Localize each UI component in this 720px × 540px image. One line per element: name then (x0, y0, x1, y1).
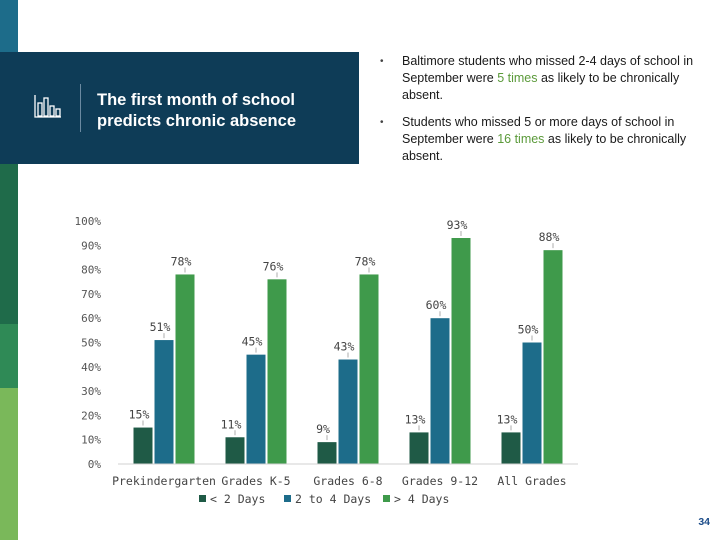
accent-strip-1 (0, 0, 18, 52)
data-label: 76% (263, 259, 284, 273)
data-label: 88% (539, 230, 560, 244)
bar (409, 432, 429, 464)
legend-swatch (199, 495, 206, 502)
bullet-text-pre: Students who missed 5 or more days of sc… (402, 115, 675, 146)
accent-strip-5 (0, 388, 18, 540)
bar (501, 432, 521, 464)
y-tick-label: 90% (81, 239, 101, 252)
legend-label: 2 to 4 Days (295, 492, 371, 506)
bar (543, 250, 563, 464)
data-label: 93% (447, 218, 468, 232)
data-label: 78% (171, 254, 192, 268)
bullet-dot: • (380, 117, 384, 128)
data-label: 15% (129, 408, 150, 422)
x-tick-label: Prekindergarten (112, 474, 216, 488)
bar (359, 274, 379, 464)
y-tick-label: 100% (75, 215, 102, 228)
bullet-highlight: 5 times (497, 71, 538, 85)
legend-label: < 2 Days (210, 492, 265, 506)
bar (175, 274, 195, 464)
y-tick-label: 30% (81, 385, 101, 398)
bullet-text-post: as likely to be chronically absent. (402, 132, 687, 163)
title-panel: The first month of school predicts chron… (18, 52, 359, 164)
bullet-dot: • (380, 56, 384, 67)
data-label: 13% (497, 412, 518, 426)
data-label: 50% (518, 323, 539, 337)
data-label: 51% (150, 320, 171, 334)
y-tick-label: 60% (81, 312, 101, 325)
x-tick-label: Grades 9-12 (402, 474, 478, 488)
bar (430, 318, 450, 464)
title-divider (80, 84, 81, 132)
bar (451, 238, 471, 464)
legend-swatch (383, 495, 390, 502)
bar (317, 442, 337, 464)
x-tick-label: Grades 6-8 (313, 474, 382, 488)
bar (225, 437, 245, 464)
title-line-1: The first month of school (97, 91, 295, 109)
bar (267, 279, 287, 464)
title-line-2: predicts chronic absence (97, 112, 296, 130)
bar (133, 427, 153, 464)
y-tick-label: 40% (81, 361, 101, 374)
bullet-item-1: • Baltimore students who missed 2-4 days… (380, 53, 710, 104)
bullet-text-pre: Baltimore students who missed 2-4 days o… (402, 54, 694, 85)
data-label: 43% (334, 340, 355, 354)
data-label: 78% (355, 254, 376, 268)
data-label: 9% (316, 422, 330, 436)
y-tick-label: 70% (81, 288, 101, 301)
accent-strip-3 (0, 164, 18, 324)
y-tick-label: 80% (81, 264, 101, 277)
data-label: 60% (426, 298, 447, 312)
bar (522, 342, 542, 464)
page-title: The first month of school predicts chron… (97, 90, 347, 132)
bar (338, 359, 358, 464)
y-tick-label: 20% (81, 409, 101, 422)
bullet-text-post: as likely to be chronically absent. (402, 71, 680, 102)
x-tick-label: Grades K-5 (221, 474, 290, 488)
data-label: 11% (221, 417, 242, 431)
y-tick-label: 0% (88, 458, 102, 471)
x-tick-label: All Grades (497, 474, 566, 488)
legend-label: > 4 Days (394, 492, 449, 506)
bullet-item-2: • Students who missed 5 or more days of … (380, 114, 710, 165)
bullet-highlight: 16 times (497, 132, 545, 146)
bar (154, 340, 174, 464)
bullet-list: • Baltimore students who missed 2-4 days… (380, 53, 710, 175)
accent-strip-2 (0, 52, 18, 164)
bar (246, 354, 266, 464)
data-label: 45% (242, 335, 263, 349)
data-label: 13% (405, 412, 426, 426)
accent-strip-4 (0, 324, 18, 388)
page-number: 34 (698, 516, 710, 528)
bar-chart-icon (34, 95, 61, 118)
legend-swatch (284, 495, 291, 502)
y-tick-label: 10% (81, 434, 101, 447)
y-tick-label: 50% (81, 337, 101, 350)
